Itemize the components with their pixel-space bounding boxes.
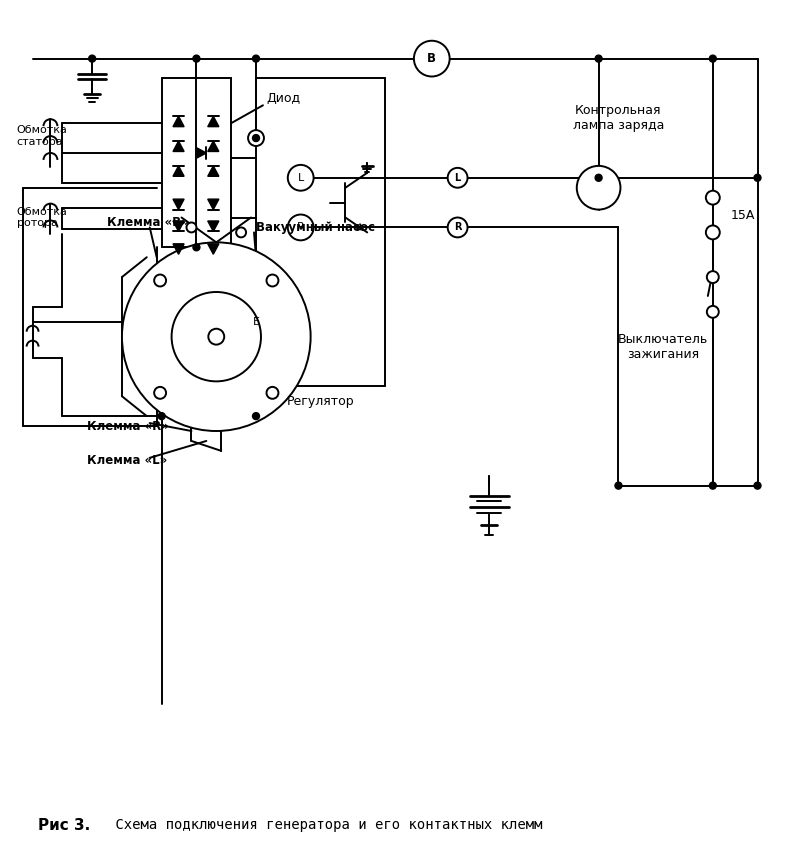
Circle shape [158, 412, 165, 420]
Circle shape [208, 329, 224, 345]
Text: Клемма «L»: Клемма «L» [87, 455, 167, 468]
Text: Обмотка
статора: Обмотка статора [17, 126, 67, 147]
Circle shape [171, 292, 261, 381]
Circle shape [244, 310, 268, 333]
Circle shape [248, 130, 264, 146]
Circle shape [710, 482, 716, 489]
Circle shape [236, 228, 246, 237]
Text: 15А: 15А [730, 209, 755, 222]
Circle shape [193, 244, 200, 251]
Text: L: L [298, 173, 304, 183]
Circle shape [577, 166, 621, 210]
Polygon shape [173, 141, 184, 152]
Circle shape [706, 225, 720, 239]
Circle shape [414, 41, 450, 76]
Polygon shape [173, 221, 184, 231]
Circle shape [448, 217, 467, 237]
Circle shape [154, 387, 166, 399]
Circle shape [615, 482, 622, 489]
Polygon shape [173, 199, 184, 210]
Circle shape [448, 168, 467, 188]
Text: Обмотка
ротора: Обмотка ротора [17, 207, 67, 229]
Text: Диод: Диод [266, 92, 300, 105]
Circle shape [754, 482, 761, 489]
Polygon shape [208, 116, 219, 126]
Circle shape [595, 55, 602, 62]
Text: Клемма «B»: Клемма «B» [107, 216, 189, 229]
Circle shape [253, 55, 259, 62]
Polygon shape [208, 166, 219, 177]
Polygon shape [173, 166, 184, 177]
Text: Вакуумный насос: Вакуумный насос [256, 221, 375, 234]
Text: E: E [253, 317, 259, 326]
Circle shape [288, 215, 314, 241]
Circle shape [89, 55, 96, 62]
Circle shape [288, 165, 314, 191]
Polygon shape [196, 147, 206, 158]
Text: Выключатель
зажигания: Выключатель зажигания [618, 333, 708, 360]
Text: Рис 3.: Рис 3. [38, 818, 90, 833]
Circle shape [266, 275, 278, 287]
Text: B: B [427, 52, 436, 65]
Polygon shape [208, 141, 219, 152]
Circle shape [253, 134, 259, 141]
Polygon shape [173, 244, 184, 255]
Text: R: R [297, 223, 305, 232]
Text: Схема подключения генератора и его контактных клемм: Схема подключения генератора и его конта… [107, 818, 542, 832]
Text: L: L [454, 173, 461, 183]
Circle shape [186, 223, 197, 232]
Polygon shape [173, 116, 184, 126]
Polygon shape [208, 199, 219, 210]
Circle shape [710, 55, 716, 62]
Circle shape [193, 55, 200, 62]
Text: Клемма «R»: Клемма «R» [87, 419, 169, 432]
Text: R: R [454, 223, 462, 232]
Circle shape [595, 174, 602, 181]
Circle shape [706, 191, 720, 204]
Text: Регулятор: Регулятор [286, 395, 354, 408]
Circle shape [248, 279, 264, 295]
Circle shape [707, 306, 718, 318]
Circle shape [754, 174, 761, 181]
Text: Контрольная
лампа заряда: Контрольная лампа заряда [573, 104, 664, 132]
Polygon shape [208, 221, 219, 231]
Circle shape [154, 275, 166, 287]
Polygon shape [208, 244, 219, 255]
Circle shape [122, 242, 310, 431]
Circle shape [707, 271, 718, 283]
Circle shape [266, 387, 278, 399]
Circle shape [253, 412, 259, 420]
